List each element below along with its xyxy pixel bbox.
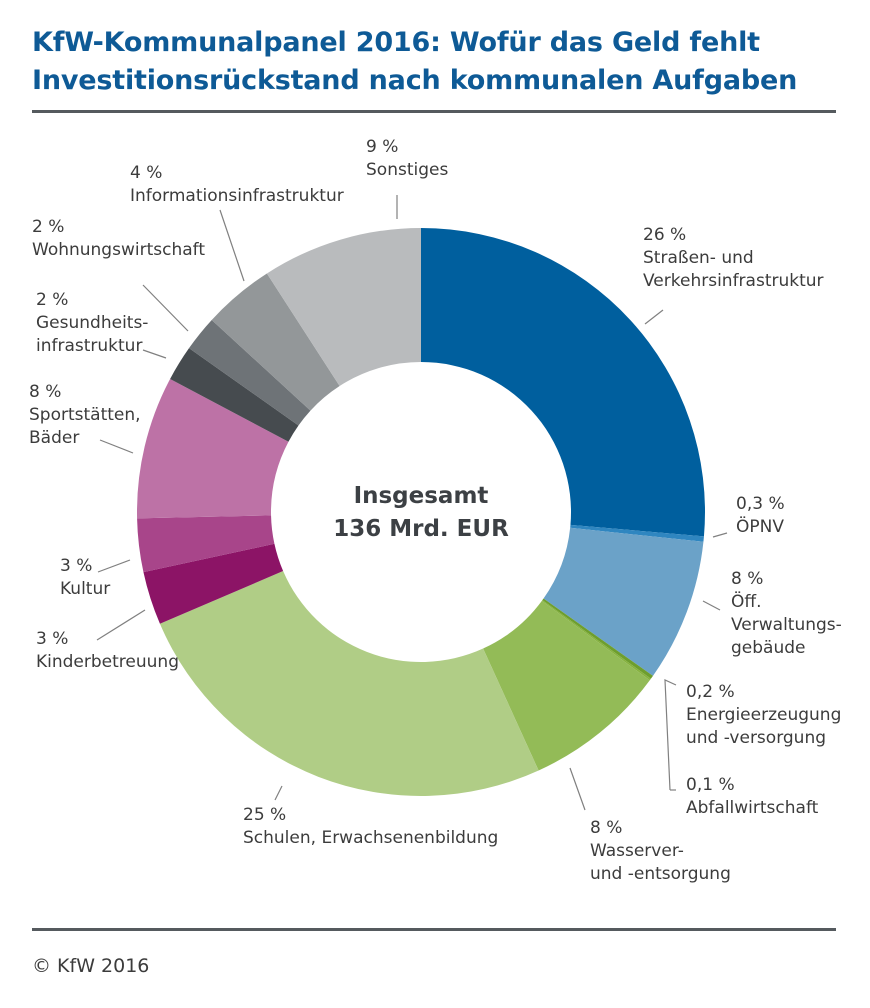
label-sonstiges-line-2: Sonstiges xyxy=(366,160,448,180)
label-kinderbetreuung-line-1: 3 % xyxy=(36,629,68,649)
slice-sonstiges xyxy=(266,228,421,387)
label-gesundheitsinfrastruktur-line-3: infrastruktur xyxy=(36,336,142,356)
label-wasserver-und-entsorgung-line-1: 8 % xyxy=(590,818,622,838)
label-sonstiges: 9 % Sonstiges xyxy=(366,137,448,180)
leader-kultur xyxy=(97,559,131,573)
center-label-line-2: 136 Mrd. EUR xyxy=(333,516,509,542)
label-strassen-und-verkehrsinfrastruktur-line-3: Verkehrsinfrastruktur xyxy=(643,271,824,291)
label-kultur: 3 % Kultur xyxy=(60,556,110,599)
slice-off-verwaltungsgebaude xyxy=(543,527,704,676)
label-sonstiges-line-1: 9 % xyxy=(366,137,398,157)
bottom-divider xyxy=(32,928,836,931)
leader-kinderbetreuung xyxy=(96,609,146,641)
slice-sportstatten-bader xyxy=(137,378,289,519)
label-off-verwaltungsgebaude: 8 % Öff. Verwaltungs-gebäude xyxy=(731,569,842,658)
title-line-2: Investitionsrückstand nach kommunalen Au… xyxy=(32,65,798,96)
label-opnv: 0,3 % ÖPNV xyxy=(736,494,785,537)
label-informationsinfrastruktur-line-2: Informationsinfrastruktur xyxy=(130,186,344,206)
label-strassen-und-verkehrsinfrastruktur-line-2: Straßen- und xyxy=(643,248,754,268)
label-off-verwaltungsgebaude-line-4: gebäude xyxy=(731,638,805,658)
label-wohnungswirtschaft-line-1: 2 % xyxy=(32,217,64,237)
leader-strassen-und-verkehrsinfrastruktur xyxy=(644,309,664,325)
label-kultur-line-1: 3 % xyxy=(60,556,92,576)
leader-informationsinfrastruktur xyxy=(219,209,245,282)
top-divider xyxy=(32,110,836,113)
slice-labels: 26 % Straßen- und Verkehrsinfrastruktur 0,3… xyxy=(29,137,842,884)
label-schulen-erwachsenenbildung-line-2: Schulen, Erwachsenenbildung xyxy=(243,828,498,848)
slice-kultur xyxy=(137,515,275,573)
slice-gesundheitsinfrastruktur xyxy=(170,348,299,442)
leader-wasserver-und-entsorgung xyxy=(569,767,586,811)
label-informationsinfrastruktur-line-1: 4 % xyxy=(130,163,162,183)
label-opnv-line-2: ÖPNV xyxy=(736,515,784,537)
leader-lines xyxy=(96,195,728,811)
label-gesundheitsinfrastruktur-line-2: Gesundheits- xyxy=(36,313,148,333)
label-abfallwirtschaft-line-1: 0,1 % xyxy=(686,775,735,795)
slice-wasserver-und-entsorgung xyxy=(483,600,650,771)
label-wasserver-und-entsorgung-line-3: und -entsorgung xyxy=(590,864,731,884)
leader-wohnungswirtschaft xyxy=(142,284,189,332)
label-energieerzeugung-und-versorgung-line-3: und -versorgung xyxy=(686,728,826,748)
label-sportstatten-bader: 8 % Sportstätten, Bäder xyxy=(29,382,141,448)
center-label-line-1: Insgesamt xyxy=(354,483,489,509)
label-gesundheitsinfrastruktur-line-1: 2 % xyxy=(36,290,68,310)
label-wohnungswirtschaft-line-2: Wohnungswirtschaft xyxy=(32,240,205,260)
label-opnv-line-1: 0,3 % xyxy=(736,494,785,514)
label-schulen-erwachsenenbildung-line-1: 25 % xyxy=(243,805,286,825)
label-wasserver-und-entsorgung: 8 % Wasserver-und -entsorgung xyxy=(590,818,731,884)
slice-strassen-und-verkehrsinfrastruktur xyxy=(421,228,706,537)
leader-gesundheitsinfrastruktur xyxy=(142,349,167,359)
copyright-notice: © KfW 2016 xyxy=(32,955,150,977)
label-off-verwaltungsgebaude-line-3: Verwaltungs- xyxy=(731,615,842,635)
slice-energieerzeugung-und-versorgung xyxy=(542,598,653,679)
title-line-1: KfW-Kommunalpanel 2016: Wofür das Geld f… xyxy=(32,27,760,58)
chart-title: KfW-Kommunalpanel 2016: Wofür das Geld f… xyxy=(32,24,797,100)
leader-off-verwaltungsgebaude xyxy=(702,600,721,611)
label-abfallwirtschaft: 0,1 % Abfallwirtschaft xyxy=(686,775,819,818)
label-wasserver-und-entsorgung-line-2: Wasserver- xyxy=(590,841,684,861)
label-gesundheitsinfrastruktur: 2 % Gesundheits-infrastruktur xyxy=(36,290,148,356)
slice-abfallwirtschaft xyxy=(541,600,651,681)
label-off-verwaltungsgebaude-line-2: Öff. xyxy=(731,590,762,612)
slice-wohnungswirtschaft xyxy=(189,320,311,426)
donut-slices xyxy=(137,228,706,796)
label-energieerzeugung-und-versorgung-line-2: Energieerzeugung xyxy=(686,705,841,725)
slice-opnv xyxy=(570,524,704,542)
leader-sportstatten-bader xyxy=(99,439,134,454)
slice-informationsinfrastruktur xyxy=(211,273,340,411)
label-sportstatten-bader-line-1: 8 % xyxy=(29,382,61,402)
label-wohnungswirtschaft: 2 % Wohnungswirtschaft xyxy=(32,217,205,260)
label-kinderbetreuung: 3 % Kinderbetreuung xyxy=(36,629,179,672)
slice-kinderbetreuung xyxy=(143,543,284,624)
leader-opnv xyxy=(712,532,728,538)
label-strassen-und-verkehrsinfrastruktur: 26 % Straßen- und Verkehrsinfrastruktur xyxy=(643,225,824,291)
label-energieerzeugung-und-versorgung-line-1: 0,2 % xyxy=(686,682,735,702)
label-off-verwaltungsgebaude-line-1: 8 % xyxy=(731,569,763,589)
label-abfallwirtschaft-line-2: Abfallwirtschaft xyxy=(686,798,819,818)
slice-schulen-erwachsenenbildung xyxy=(159,571,539,796)
label-kinderbetreuung-line-2: Kinderbetreuung xyxy=(36,652,179,672)
label-sportstatten-bader-line-3: Bäder xyxy=(29,428,79,448)
label-strassen-und-verkehrsinfrastruktur-line-1: 26 % xyxy=(643,225,686,245)
label-informationsinfrastruktur: 4 % Informationsinfrastruktur xyxy=(130,163,344,206)
leader-energieerzeugung-und-versorgung xyxy=(664,679,677,791)
label-schulen-erwachsenenbildung: 25 % Schulen, Erwachsenenbildung xyxy=(243,805,498,848)
label-energieerzeugung-und-versorgung: 0,2 % Energieerzeugung und -versorgung xyxy=(686,682,841,748)
label-sportstatten-bader-line-2: Sportstätten, xyxy=(29,405,141,425)
label-kultur-line-2: Kultur xyxy=(60,579,110,599)
leader-schulen-erwachsenenbildung xyxy=(274,785,283,801)
